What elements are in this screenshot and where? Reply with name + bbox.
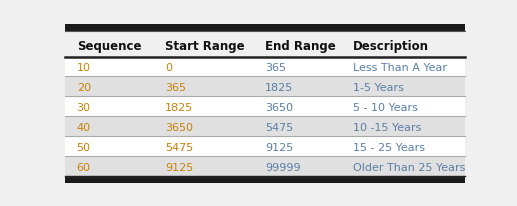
Text: 365: 365 xyxy=(265,63,286,73)
Text: 99999: 99999 xyxy=(265,162,300,172)
Text: 1825: 1825 xyxy=(165,103,193,113)
Text: 365: 365 xyxy=(165,83,186,93)
Text: 0: 0 xyxy=(165,63,172,73)
Text: 1825: 1825 xyxy=(265,83,293,93)
Bar xyxy=(65,32,465,57)
Bar xyxy=(65,176,465,183)
Text: Description: Description xyxy=(353,39,429,52)
Text: 15 - 25 Years: 15 - 25 Years xyxy=(353,143,425,152)
Bar xyxy=(65,57,465,77)
Bar xyxy=(65,137,465,156)
Bar xyxy=(65,77,465,97)
Text: 5 - 10 Years: 5 - 10 Years xyxy=(353,103,418,113)
Text: 3650: 3650 xyxy=(265,103,293,113)
Text: 9125: 9125 xyxy=(265,143,293,152)
Text: 30: 30 xyxy=(77,103,90,113)
Text: 50: 50 xyxy=(77,143,90,152)
Text: 1-5 Years: 1-5 Years xyxy=(353,83,404,93)
Text: 60: 60 xyxy=(77,162,90,172)
Text: 5475: 5475 xyxy=(165,143,193,152)
Text: 10 -15 Years: 10 -15 Years xyxy=(353,123,421,133)
Text: 9125: 9125 xyxy=(165,162,193,172)
Text: Start Range: Start Range xyxy=(165,39,245,52)
Bar xyxy=(65,156,465,176)
Text: Older Than 25 Years: Older Than 25 Years xyxy=(353,162,465,172)
Text: 5475: 5475 xyxy=(265,123,293,133)
Text: 20: 20 xyxy=(77,83,91,93)
Text: 40: 40 xyxy=(77,123,91,133)
Bar xyxy=(65,117,465,137)
Text: Less Than A Year: Less Than A Year xyxy=(353,63,447,73)
Text: 3650: 3650 xyxy=(165,123,193,133)
Text: End Range: End Range xyxy=(265,39,336,52)
Text: 10: 10 xyxy=(77,63,90,73)
Text: Sequence: Sequence xyxy=(77,39,141,52)
Bar xyxy=(65,97,465,117)
Bar xyxy=(65,25,465,32)
